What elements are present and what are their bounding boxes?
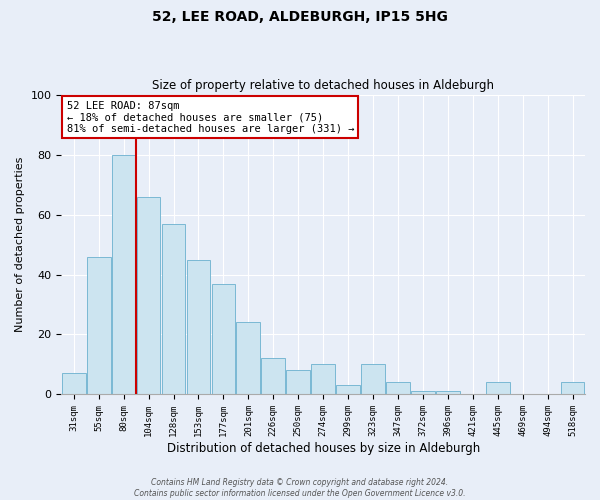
Bar — [187, 260, 210, 394]
Bar — [286, 370, 310, 394]
Bar — [311, 364, 335, 394]
Title: Size of property relative to detached houses in Aldeburgh: Size of property relative to detached ho… — [152, 79, 494, 92]
Bar — [411, 392, 435, 394]
Text: Contains HM Land Registry data © Crown copyright and database right 2024.
Contai: Contains HM Land Registry data © Crown c… — [134, 478, 466, 498]
Bar — [112, 154, 136, 394]
Bar — [336, 386, 360, 394]
Bar — [486, 382, 509, 394]
Bar — [436, 392, 460, 394]
Bar — [386, 382, 410, 394]
Bar — [62, 374, 86, 394]
Bar — [262, 358, 285, 394]
Text: 52, LEE ROAD, ALDEBURGH, IP15 5HG: 52, LEE ROAD, ALDEBURGH, IP15 5HG — [152, 10, 448, 24]
Bar — [361, 364, 385, 394]
Text: 52 LEE ROAD: 87sqm
← 18% of detached houses are smaller (75)
81% of semi-detache: 52 LEE ROAD: 87sqm ← 18% of detached hou… — [67, 100, 354, 134]
Bar — [212, 284, 235, 395]
X-axis label: Distribution of detached houses by size in Aldeburgh: Distribution of detached houses by size … — [167, 442, 480, 455]
Y-axis label: Number of detached properties: Number of detached properties — [15, 157, 25, 332]
Bar — [87, 256, 110, 394]
Bar — [161, 224, 185, 394]
Bar — [137, 196, 160, 394]
Bar — [236, 322, 260, 394]
Bar — [560, 382, 584, 394]
